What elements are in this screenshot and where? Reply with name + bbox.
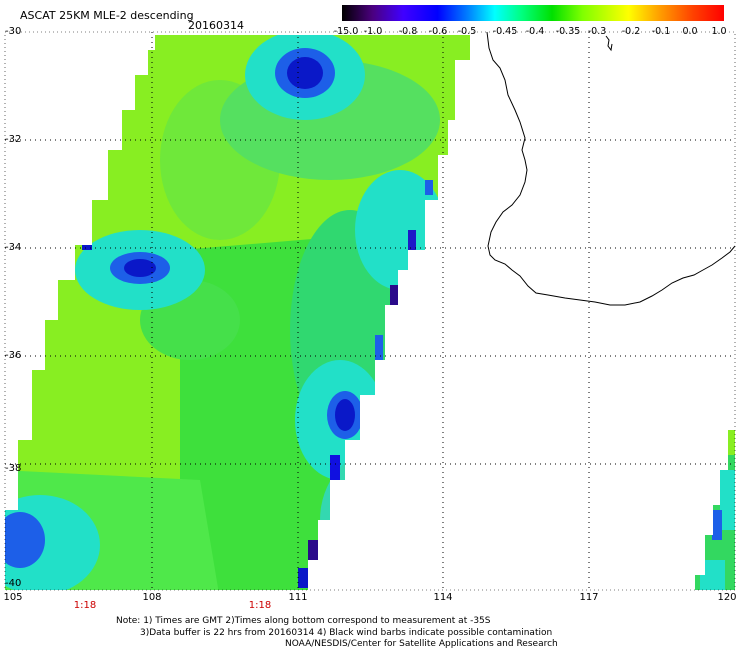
note-line: 3)Data buffer is 22 hrs from 20160314 4)… [140,628,553,638]
lon-label: 108 [142,592,162,603]
lon-label: 117 [579,592,599,603]
colorbar-label: -0.8 [398,26,418,37]
lon-label: 105 [3,592,23,603]
map-title: ASCAT 25KM MLE-2 descending [20,9,194,22]
lat-label: -34 [5,242,22,253]
lat-label: -32 [5,134,22,145]
lon-label: 114 [433,592,453,603]
graticule [5,32,735,590]
map-date: 20160314 [188,19,244,32]
wind-swath-east [695,430,735,590]
colorbar-label: -0.35 [555,26,581,37]
island-outline [605,35,613,52]
lat-label: -30 [5,26,22,37]
note-line: Note: 1) Times are GMT 2)Times along bot… [116,616,491,626]
lon-label: 111 [288,592,308,603]
colorbar [342,5,724,21]
colorbar-label: 1.0 [711,26,727,37]
colorbar-label: -15.0 [333,26,359,37]
colorbar-label: -0.45 [492,26,518,37]
map-frame [4,31,736,591]
colorbar-label: -0.3 [587,26,607,37]
colorbar-label: -1.0 [363,26,383,37]
time-label: 1:18 [73,600,97,611]
colorbar-label: -0.1 [651,26,671,37]
colorbar-label: -0.6 [428,26,448,37]
colorbar-label: -0.2 [621,26,641,37]
colorbar-label: 0.0 [682,26,698,37]
colorbar-label: -0.5 [457,26,477,37]
lat-label: -38 [5,463,22,474]
coastline [486,31,736,306]
lon-label: 120 [717,592,737,603]
time-label: 1:18 [248,600,272,611]
wind-swath [5,35,470,590]
colorbar-label: -0.4 [525,26,545,37]
lat-label: -40 [5,578,22,589]
lat-label: -36 [5,350,22,361]
note-line: NOAA/NESDIS/Center for Satellite Applica… [285,639,558,649]
